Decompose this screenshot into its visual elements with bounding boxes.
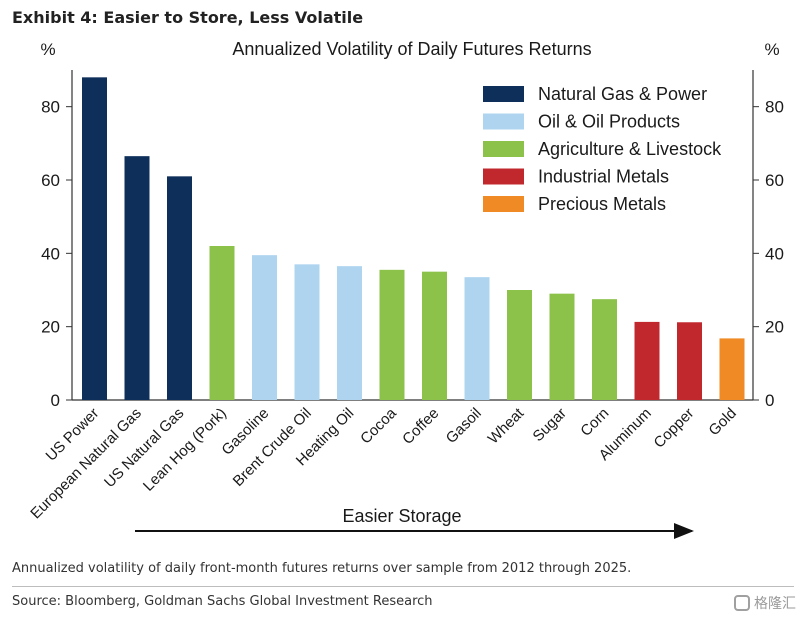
watermark: 格隆汇 [734, 593, 796, 613]
legend-swatch [483, 141, 524, 157]
legend-swatch [483, 168, 524, 185]
bar [507, 290, 532, 400]
chart-legend: Natural Gas & Power Oil & Oil Products Agr… [483, 84, 722, 214]
easier-storage-label: Easier Storage [342, 506, 461, 526]
bar [167, 176, 192, 400]
chart-bars [82, 77, 745, 400]
x-tick-label: Sugar [530, 405, 570, 445]
x-tick-label: Corn [577, 405, 612, 440]
x-tick-label: Cocoa [357, 404, 400, 447]
y-tick-label-left: 80 [41, 98, 60, 117]
legend-label: Natural Gas & Power [538, 84, 707, 104]
chart-title: Annualized Volatility of Daily Futures R… [232, 39, 591, 59]
y-tick-label-left: 40 [41, 244, 60, 263]
bar [549, 293, 575, 400]
bar [677, 322, 702, 400]
x-tick-label: Gold [705, 405, 739, 439]
volatility-bar-chart: Annualized Volatility of Daily Futures R… [27, 39, 784, 539]
y-tick-label-right: 40 [765, 244, 784, 263]
bar [124, 156, 150, 400]
bar [719, 338, 745, 400]
source-line: Source: Bloomberg, Goldman Sachs Global … [12, 594, 433, 609]
bar [337, 266, 362, 400]
x-tick-label: Wheat [485, 404, 528, 447]
bar [82, 77, 107, 400]
legend-label: Oil & Oil Products [538, 112, 680, 132]
bar [464, 277, 490, 400]
y-axis-label-left: % [40, 40, 55, 59]
y-tick-label-right: 20 [765, 318, 784, 337]
bar [294, 264, 320, 400]
divider [12, 586, 794, 587]
y-tick-label-right: 0 [765, 391, 774, 410]
exhibit-title: Exhibit 4: Easier to Store, Less Volatil… [12, 8, 364, 27]
bar [379, 269, 405, 400]
chart-note: Annualized volatility of daily front-mon… [12, 561, 632, 576]
legend-label: Industrial Metals [538, 167, 669, 187]
y-tick-label-left: 0 [51, 391, 60, 410]
x-tick-label: Copper [651, 405, 698, 452]
bar [209, 246, 235, 400]
legend-swatch [483, 196, 524, 212]
y-tick-label-right: 80 [765, 98, 784, 117]
watermark-logo-icon [734, 595, 750, 611]
x-tick-label: Coffee [399, 405, 442, 448]
y-tick-label-left: 60 [41, 171, 60, 190]
y-tick-label-right: 60 [765, 171, 784, 190]
y-axis-label-right: % [764, 40, 779, 59]
bar [592, 299, 617, 400]
x-tick-label: Gasoil [443, 405, 485, 447]
watermark-text: 格隆汇 [754, 596, 796, 612]
legend-swatch [483, 113, 524, 130]
bar [634, 321, 660, 400]
legend-label: Agriculture & Livestock [538, 139, 722, 159]
legend-label: Precious Metals [538, 194, 666, 214]
bar [422, 271, 447, 400]
bar [252, 255, 277, 400]
y-tick-label-left: 20 [41, 318, 60, 337]
legend-swatch [483, 86, 524, 102]
